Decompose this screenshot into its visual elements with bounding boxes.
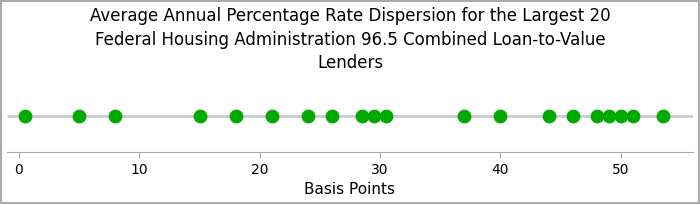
Point [230, 114, 241, 117]
Point [381, 114, 392, 117]
Point [326, 114, 337, 117]
Point [543, 114, 554, 117]
Point [356, 114, 368, 117]
Point [194, 114, 205, 117]
Point [615, 114, 626, 117]
Point [302, 114, 314, 117]
Point [592, 114, 603, 117]
Point [567, 114, 578, 117]
Point [74, 114, 85, 117]
Point [368, 114, 379, 117]
Title: Average Annual Percentage Rate Dispersion for the Largest 20
Federal Housing Adm: Average Annual Percentage Rate Dispersio… [90, 7, 610, 72]
Point [20, 114, 31, 117]
Point [266, 114, 277, 117]
Point [110, 114, 121, 117]
X-axis label: Basis Points: Basis Points [304, 182, 395, 197]
Point [495, 114, 506, 117]
Point [657, 114, 668, 117]
Point [627, 114, 638, 117]
Point [458, 114, 470, 117]
Point [603, 114, 615, 117]
